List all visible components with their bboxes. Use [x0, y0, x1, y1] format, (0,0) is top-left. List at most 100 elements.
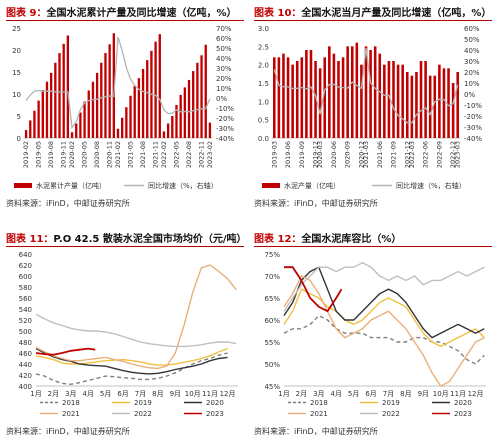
bar	[451, 83, 455, 138]
x-tick-label: 11月	[450, 390, 466, 398]
x-tick-label: 2023-02	[206, 141, 214, 168]
bar	[277, 57, 281, 139]
title-divider	[6, 246, 244, 247]
y2-tick-label: 60%	[464, 25, 480, 33]
y-tick-label: 2.5	[258, 43, 269, 51]
y2-tick-label: -20%	[216, 115, 234, 123]
legend-label: 2021	[62, 410, 80, 418]
bar	[332, 53, 336, 138]
x-tick-label: 2021-11	[152, 141, 160, 168]
y2-tick-label: 50%	[216, 45, 232, 53]
chart-panel-10: 图表 10：全国水泥当月产量及同比增速（亿吨，%） 0.0 0.5 1.0 1.5 2.…	[254, 4, 494, 216]
x-tick-label: 2020-02	[68, 141, 76, 168]
y-tick-label: 2.0	[258, 62, 269, 70]
chart-title-11: 图表 11：P.O 42.5 散装水泥全国市场均价（元/吨）	[6, 230, 247, 246]
y-tick-label: 440	[19, 361, 32, 369]
bar	[37, 100, 40, 138]
legend-label: 同比增速（%，右轴）	[396, 181, 466, 190]
bar	[415, 72, 418, 138]
chart-panel-9: 图表 9：全国水泥累计产量及同比增速（亿吨，%） 0 5 10 15 20 25 70% 60…	[6, 4, 246, 216]
y-tick-label: 640	[19, 251, 32, 259]
x-tick-label: 2019-08	[47, 141, 55, 168]
bar	[70, 132, 74, 138]
y2-tick-label: -20%	[464, 113, 482, 121]
chart-title-prefix: 图表 12：	[254, 234, 302, 245]
x-tick-label: 10月	[433, 390, 449, 398]
bar	[373, 46, 377, 138]
x-tick-label: 2020-11	[106, 141, 114, 168]
bar	[108, 44, 111, 138]
chart-title-text: 全国水泥库容比（%）	[301, 234, 402, 245]
x-tick-label: 2023-03	[454, 141, 462, 168]
bar	[323, 57, 327, 139]
y2-tick-label: 10%	[216, 85, 232, 93]
bar	[433, 75, 437, 138]
y-tick-label: 5	[17, 113, 21, 121]
y2-tick-label: 60%	[216, 35, 232, 43]
chart-title-10: 图表 10：全国水泥当月产量及同比增速（亿吨，%）	[254, 4, 491, 20]
chart-title-12: 图表 12：全国水泥库容比（%）	[254, 230, 401, 246]
y2-tick-label: 0%	[464, 91, 475, 99]
chart-title-text: P.O 42.5 散装水泥全国市场均价（元/吨）	[53, 234, 247, 245]
y2-tick-label: 10%	[464, 80, 480, 88]
x-tick-label: 2022-05	[172, 141, 180, 168]
bar	[175, 105, 178, 138]
bar	[424, 61, 427, 138]
bar	[291, 64, 294, 138]
y-tick-label: 55%	[264, 339, 280, 347]
y-tick-label: 560	[19, 295, 32, 303]
x-tick-label: 2020-05	[81, 141, 89, 168]
x-tick-label: 7月	[383, 390, 394, 398]
x-tick-label: 6月	[117, 390, 128, 398]
y-tick-label: 1.0	[258, 98, 269, 106]
x-tick-label: 2021-02	[114, 141, 122, 168]
bar	[66, 35, 70, 139]
legend-label: 2023	[206, 410, 224, 418]
bar	[166, 123, 170, 138]
legend-label: 2022	[134, 410, 152, 418]
bar	[146, 60, 149, 139]
x-tick-label: 3月	[313, 390, 324, 398]
source-note: 资料来源：iFinD，中邮证券研究所	[254, 427, 378, 436]
bar	[121, 117, 124, 138]
bar	[318, 68, 322, 138]
x-tick-label: 1月	[30, 390, 41, 398]
x-tick-label: 8月	[152, 390, 163, 398]
x-tick-label: 2022-03	[408, 141, 416, 168]
bar	[410, 75, 414, 138]
bar	[79, 112, 82, 138]
series-line-2022	[35, 313, 237, 348]
bar	[200, 55, 203, 138]
chart-12: 45% 50% 55% 60% 65% 70% 75% 1月 2月 3月 4月 5月 6月 7月 8月 9月 1…	[264, 251, 486, 418]
x-tick-label: 2020-08	[93, 141, 101, 168]
series-line-2022	[283, 262, 485, 312]
x-tick-label: 2020-09	[344, 141, 352, 168]
x-tick-label: 2022-06	[422, 141, 430, 168]
bar	[428, 75, 432, 138]
y-tick-label: 540	[19, 306, 32, 314]
x-tick-label: 9月	[418, 390, 429, 398]
y-tick-label: 10	[12, 91, 21, 99]
legend-label: 2020	[206, 399, 224, 407]
series-line	[25, 36, 211, 130]
x-tick-label: 8月	[400, 390, 411, 398]
y-tick-label: 75%	[264, 251, 280, 259]
y2-tick-label: 20%	[216, 75, 232, 83]
bar	[125, 107, 128, 138]
series-line-2023	[35, 347, 96, 356]
x-tick-label: 3月	[65, 390, 76, 398]
bar	[305, 50, 308, 138]
y-tick-label: 15	[12, 69, 21, 77]
bar	[58, 53, 61, 138]
x-tick-label: 7月	[135, 390, 146, 398]
y-tick-label: 520	[19, 317, 32, 325]
x-tick-label: 2022-02	[160, 141, 168, 168]
y-tick-label: 580	[19, 284, 32, 292]
bar	[95, 72, 99, 138]
legend-label: 2023	[454, 410, 472, 418]
chart-11: 400 420 440 460 480 500 520 540 560 580 600 620 640 1…	[19, 251, 238, 418]
x-tick-label: 2019-02	[22, 141, 30, 168]
bar	[91, 81, 95, 138]
source-note: 资料来源：iFinD，中邮证券研究所	[254, 199, 378, 208]
chart-10: 0.0 0.5 1.0 1.5 2.0 2.5 3.0 60% 50% 40% 30% 20% 10% 0…	[258, 25, 483, 190]
